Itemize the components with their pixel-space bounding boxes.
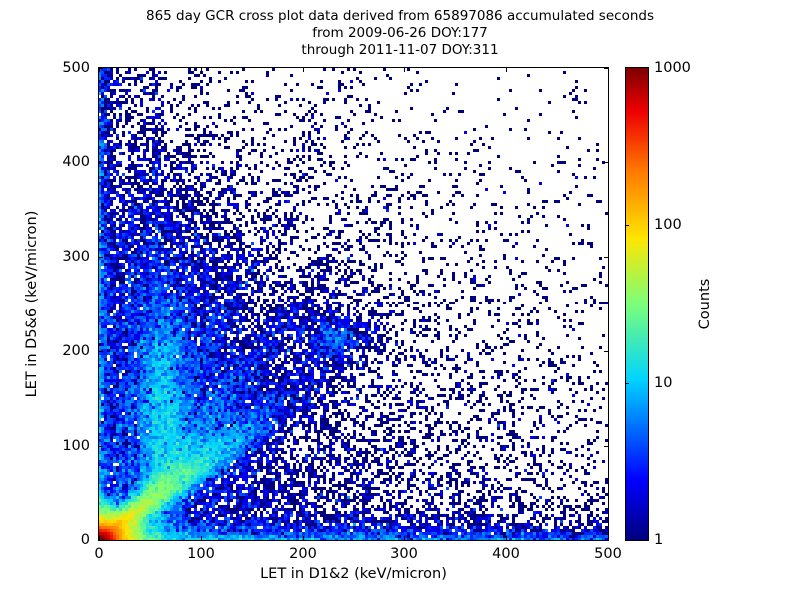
chart-title-line-2: from 2009-06-26 DOY:177	[312, 25, 488, 41]
colorbar-tick-label: 1000	[654, 60, 691, 76]
y-tick-mark-right	[604, 540, 608, 541]
x-tick-mark	[99, 536, 100, 540]
y-tick-mark-right	[604, 162, 608, 163]
y-tick-mark	[99, 257, 103, 258]
y-tick-mark	[99, 540, 103, 541]
x-tick-mark	[303, 536, 304, 540]
colorbar-gradient	[626, 68, 648, 540]
y-axis-label: LET in D5&6 (keV/micron)	[24, 210, 40, 398]
y-tick-label: 200	[62, 343, 90, 359]
x-tick-mark-top	[506, 68, 507, 72]
x-tick-label: 400	[492, 546, 520, 562]
x-tick-mark	[506, 536, 507, 540]
y-tick-mark	[99, 162, 103, 163]
y-tick-mark-right	[604, 351, 608, 352]
chart-title-line-1: 865 day GCR cross plot data derived from…	[146, 8, 654, 24]
x-tick-mark	[404, 536, 405, 540]
y-tick-label: 400	[62, 154, 90, 170]
x-tick-mark-top	[608, 68, 609, 72]
chart-title: 865 day GCR cross plot data derived from…	[0, 8, 800, 59]
y-tick-mark-right	[604, 257, 608, 258]
colorbar-tick-mark	[625, 225, 629, 226]
x-tick-label: 300	[390, 546, 418, 562]
y-tick-label: 300	[62, 249, 90, 265]
density-heatmap	[99, 68, 608, 540]
y-tick-label: 0	[80, 532, 90, 548]
y-tick-mark-right	[604, 446, 608, 447]
x-tick-label: 0	[94, 546, 104, 562]
x-tick-label: 500	[594, 546, 622, 562]
y-axis-label-container: LET in D5&6 (keV/micron)	[22, 67, 42, 541]
colorbar-tick-label: 100	[654, 217, 682, 233]
y-tick-mark	[99, 68, 103, 69]
x-axis-label: LET in D1&2 (keV/micron)	[260, 566, 447, 582]
colorbar-title: Counts	[697, 278, 713, 330]
x-tick-mark	[608, 536, 609, 540]
x-tick-label: 200	[289, 546, 317, 562]
colorbar-tick-label: 10	[654, 375, 673, 391]
x-tick-mark-top	[99, 68, 100, 72]
x-tick-label: 100	[187, 546, 215, 562]
x-tick-mark-top	[404, 68, 405, 72]
colorbar-tick-mark	[625, 383, 629, 384]
y-tick-mark	[99, 446, 103, 447]
y-tick-mark	[99, 351, 103, 352]
y-tick-label: 500	[62, 60, 90, 76]
colorbar-title-container: Counts	[695, 67, 715, 541]
plot-area	[98, 67, 609, 541]
x-tick-mark	[201, 536, 202, 540]
chart-title-line-3: through 2011-11-07 DOY:311	[301, 42, 499, 58]
colorbar	[625, 67, 649, 541]
x-tick-mark-top	[303, 68, 304, 72]
colorbar-tick-label: 1	[654, 532, 664, 548]
x-tick-mark-top	[201, 68, 202, 72]
y-tick-mark-right	[604, 68, 608, 69]
y-tick-label: 100	[62, 438, 90, 454]
